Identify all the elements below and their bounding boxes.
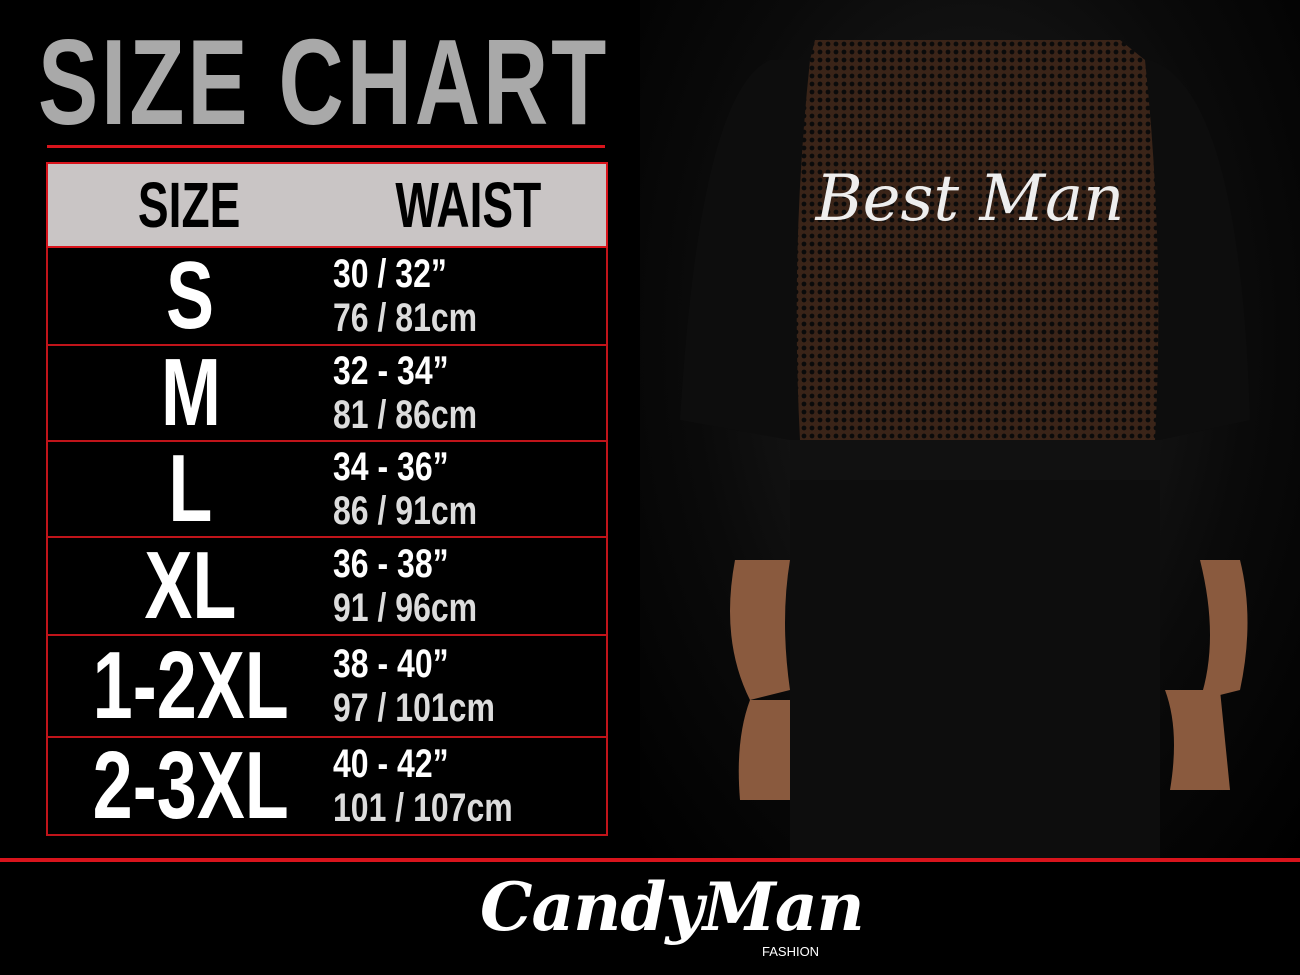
waist-cell: 32 - 34” 81 / 86cm xyxy=(333,349,477,437)
waist-inches: 32 - 34” xyxy=(333,349,449,393)
table-row: 1-2XL 38 - 40” 97 / 101cm xyxy=(46,632,608,739)
robe-illustration: Best Man xyxy=(680,40,1250,858)
size-label: 2-3XL xyxy=(48,731,333,841)
waist-cell: 34 - 36” 86 / 91cm xyxy=(333,445,477,533)
header-size: SIZE xyxy=(138,169,241,241)
size-value: XL xyxy=(144,532,237,639)
waist-cell: 36 - 38” 91 / 96cm xyxy=(333,542,477,630)
size-value: 2-3XL xyxy=(92,732,289,839)
size-label: S xyxy=(48,241,333,351)
size-label: L xyxy=(48,434,333,544)
waist-inches: 40 - 42” xyxy=(333,742,449,786)
brand-subtitle: FASHION xyxy=(762,944,820,959)
table-row: XL 36 - 38” 91 / 96cm xyxy=(46,532,608,639)
table-header: SIZE WAIST xyxy=(46,162,608,248)
size-label: M xyxy=(48,338,333,448)
table-row: S 30 / 32” 76 / 81cm xyxy=(46,242,608,349)
footer-divider xyxy=(0,858,1300,862)
waist-cm: 81 / 86cm xyxy=(333,393,478,437)
waist-cm: 91 / 96cm xyxy=(333,586,478,630)
garment-print-text: Best Man xyxy=(815,162,1125,236)
waist-cell: 40 - 42” 101 / 107cm xyxy=(333,742,513,830)
waist-cell: 30 / 32” 76 / 81cm xyxy=(333,252,477,340)
table-row: M 32 - 34” 81 / 86cm xyxy=(46,339,608,446)
product-photo: Best Man xyxy=(640,0,1300,858)
size-table: SIZE WAIST S 30 / 32” 76 / 81cm M 32 - 34”… xyxy=(46,162,608,839)
waist-cm: 97 / 101cm xyxy=(333,686,495,730)
title-divider xyxy=(47,145,605,148)
size-value: L xyxy=(168,435,213,542)
waist-inches: 36 - 38” xyxy=(333,542,449,586)
waist-cell: 38 - 40” 97 / 101cm xyxy=(333,642,495,730)
brand-logo: CandyMan xyxy=(480,868,865,946)
waist-inches: 34 - 36” xyxy=(333,445,449,489)
waist-cm: 101 / 107cm xyxy=(333,786,513,830)
size-value: 1-2XL xyxy=(92,632,289,739)
size-label: XL xyxy=(48,531,333,641)
waist-cm: 86 / 91cm xyxy=(333,489,478,533)
size-value: S xyxy=(166,242,215,349)
waist-cm: 76 / 81cm xyxy=(333,296,478,340)
table-row: 2-3XL 40 - 42” 101 / 107cm xyxy=(46,732,608,839)
size-value: M xyxy=(160,339,221,446)
page-title: SIZE CHART xyxy=(38,14,610,150)
header-waist: WAIST xyxy=(395,169,542,241)
table-row: L 34 - 36” 86 / 91cm xyxy=(46,435,608,542)
size-label: 1-2XL xyxy=(48,631,333,741)
waist-inches: 38 - 40” xyxy=(333,642,449,686)
waist-inches: 30 / 32” xyxy=(333,252,447,296)
